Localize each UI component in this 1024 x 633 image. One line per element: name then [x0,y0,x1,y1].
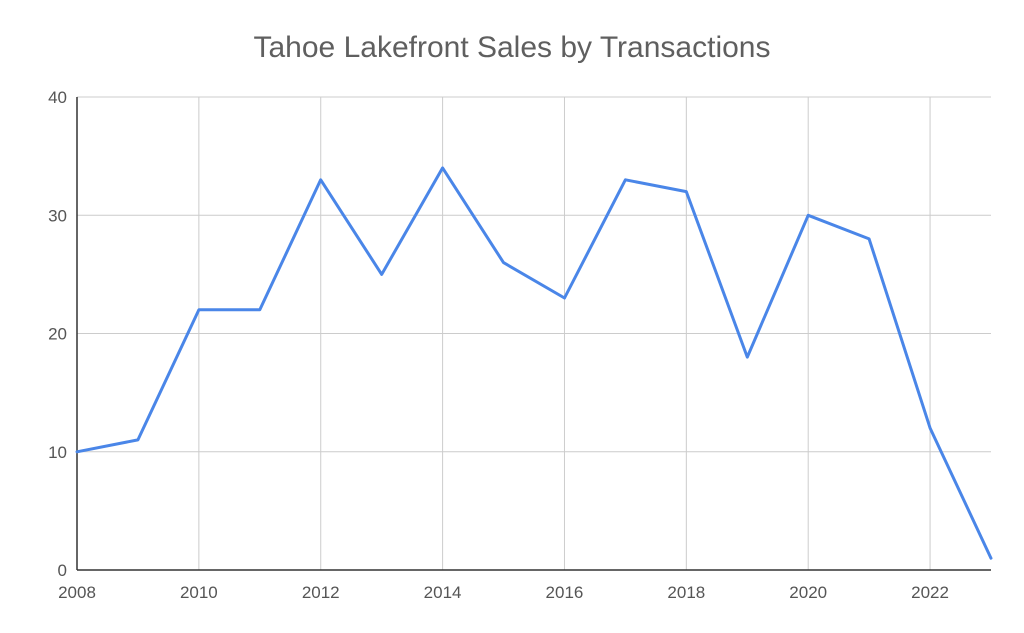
x-tick-label: 2014 [424,583,462,602]
chart-title: Tahoe Lakefront Sales by Transactions [254,31,771,64]
series-line [75,166,993,560]
x-tick-label: 2020 [789,583,827,602]
y-tick-label: 30 [48,206,67,225]
x-tick-label: 2008 [58,583,96,602]
x-tick-label: 2012 [302,583,340,602]
grid-layer [77,96,991,570]
x-tick-label: 2018 [667,583,705,602]
series-layer [75,166,993,560]
y-tick-label: 10 [48,443,67,462]
x-tick-label: 2010 [180,583,218,602]
x-tick-label: 2022 [911,583,949,602]
x-tick-label: 2016 [546,583,584,602]
y-tick-label: 40 [48,88,67,107]
y-tick-label: 0 [58,561,67,580]
tick-labels: 0 10 20 30 40 2008 2010 2012 2014 2016 2018 2020 202… [48,88,949,602]
y-tick-label: 20 [48,325,67,344]
axis-layer [76,97,991,571]
